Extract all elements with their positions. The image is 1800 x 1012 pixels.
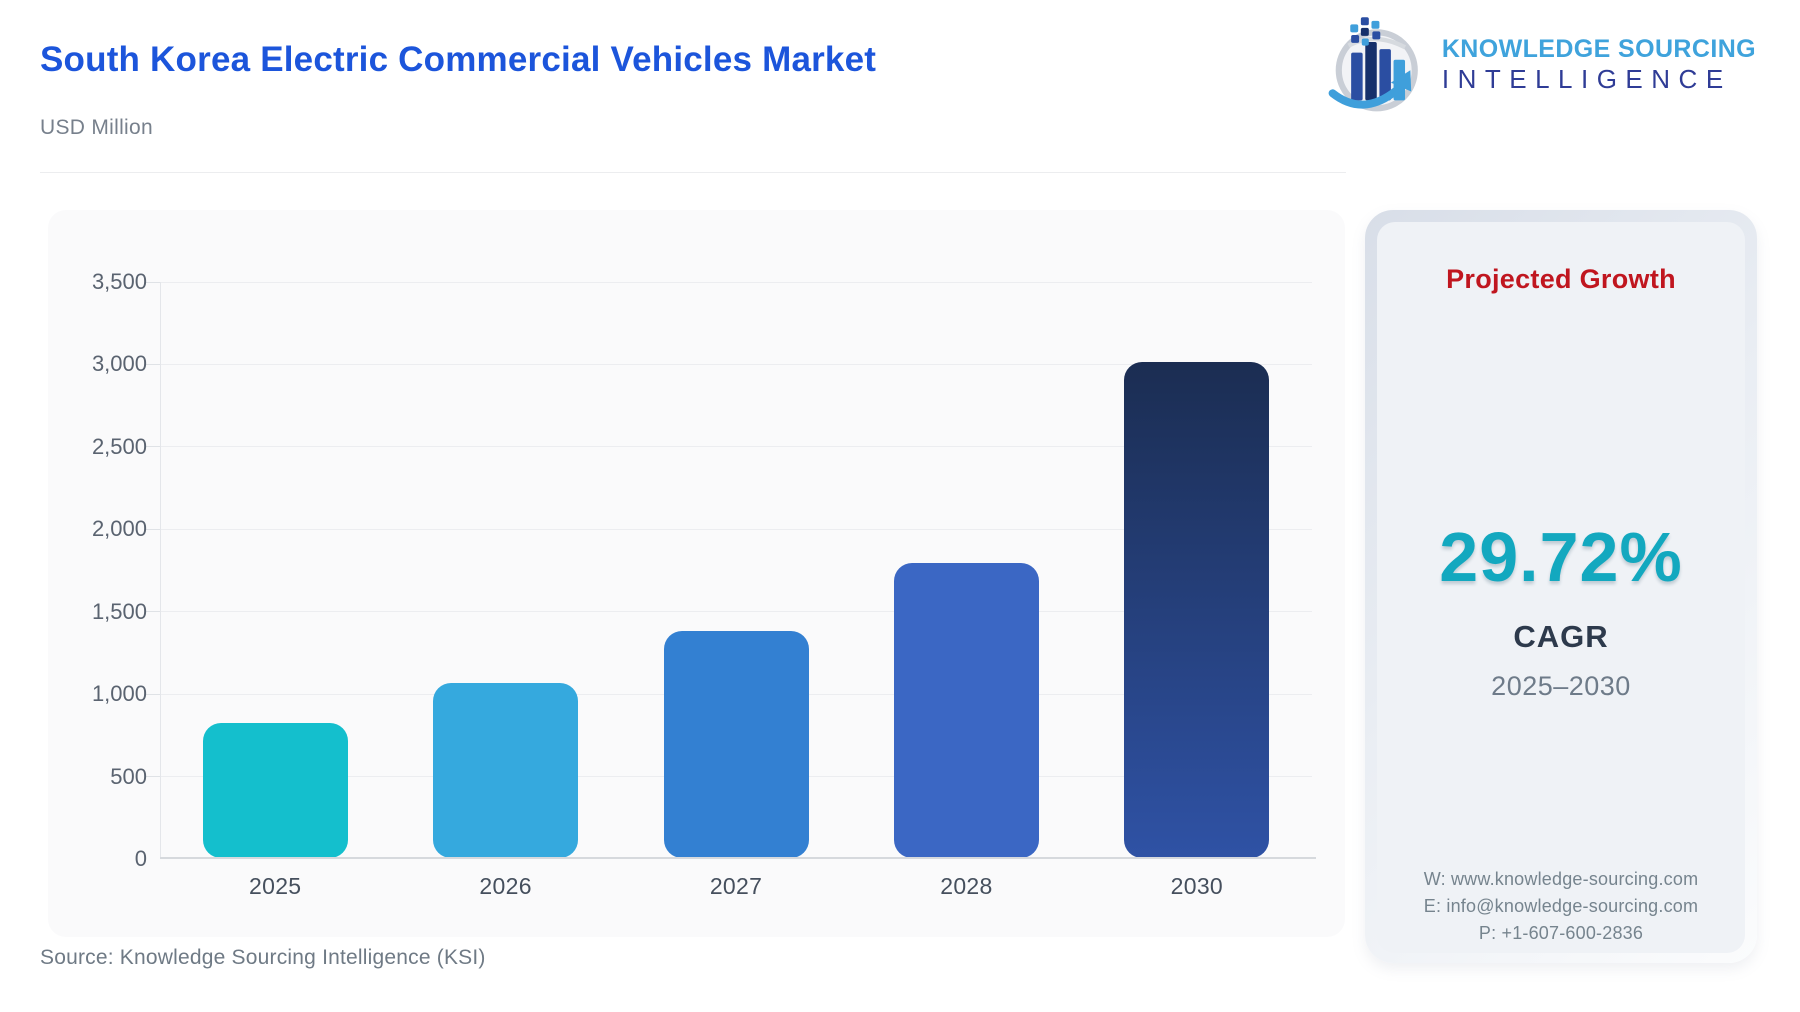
y-tick-label: 3,500 <box>91 269 147 294</box>
bar-slot <box>1082 282 1312 858</box>
bar-2030 <box>1124 362 1270 858</box>
bar-2025 <box>202 723 348 858</box>
x-tick-label-2026: 2026 <box>479 873 532 899</box>
plot-area: 3,500 3,000 2,500 2,000 1,500 1,000 500 0 <box>92 269 1316 871</box>
gridline <box>161 281 1312 283</box>
y-tick-label: 1,000 <box>91 681 147 707</box>
logo-line-intelligence: INTELLIGENCE <box>1441 64 1732 95</box>
y-axis-tick <box>146 528 160 530</box>
projected-growth-heading: Projected Growth <box>1446 264 1676 294</box>
gridline <box>161 363 1312 365</box>
gridline <box>161 528 1312 530</box>
x-tick-label-2028: 2028 <box>940 873 993 899</box>
source-note: Source: Knowledge Sourcing Intelligence … <box>40 946 486 969</box>
y-tick-label: 2,000 <box>91 516 147 542</box>
contact-phone: P: +1-607-600-2836 <box>1478 923 1644 943</box>
y-tick-label: 2,500 <box>91 433 147 459</box>
bar-slot <box>160 282 390 858</box>
chart-card: 3,500 3,000 2,500 2,000 1,500 1,000 500 0 2025 2… <box>48 210 1345 937</box>
header-divider <box>40 172 1346 173</box>
y-axis-tick <box>146 446 160 448</box>
x-tick-label-2030: 2030 <box>1170 873 1224 899</box>
x-tick-label-2027: 2027 <box>709 873 763 899</box>
logo-line-knowledge-sourcing: KNOWLEDGE SOURCING <box>1441 35 1756 64</box>
bar-2028 <box>893 563 1039 858</box>
bars-row <box>160 282 1312 858</box>
y-tick-label: 0 <box>134 846 147 871</box>
ksi-logo: KNOWLEDGE SOURCING INTELLIGENCE <box>1322 12 1756 118</box>
x-axis-line <box>160 857 1316 859</box>
bar-slot <box>621 282 851 858</box>
x-axis-labels: 2025 2026 2027 2028 2030 <box>160 873 1312 900</box>
y-tick-label: 3,000 <box>91 351 147 377</box>
y-tick-label: 1,500 <box>91 598 147 624</box>
gridline <box>161 611 1312 613</box>
page-title: South Korea Electric Commercial Vehicles… <box>40 40 877 79</box>
cagr-label: CAGR <box>1513 619 1609 654</box>
bar-slot <box>390 282 620 858</box>
bar-2026 <box>433 682 579 858</box>
bar-2027 <box>663 630 809 858</box>
bar-slot <box>851 282 1081 858</box>
cagr-value: 29.72% <box>1439 518 1683 596</box>
y-axis-line <box>160 282 161 859</box>
y-axis-tick <box>146 693 160 695</box>
y-axis-tick <box>146 776 160 778</box>
projected-growth-panel-surface <box>1377 222 1745 953</box>
y-axis-tick <box>146 281 160 283</box>
chart-unit-label: USD Million <box>40 116 153 139</box>
contact-website: W: www.knowledge-sourcing.com <box>1423 869 1699 889</box>
contact-email: E: info@knowledge-sourcing.com <box>1423 896 1699 916</box>
ksi-logo-icon <box>1328 17 1418 112</box>
y-axis-tick <box>146 611 160 613</box>
gridline <box>161 446 1312 448</box>
y-tick-label: 500 <box>110 763 147 789</box>
projected-growth-content: Projected Growth 29.72% CAGR 2025–2030 W… <box>1377 222 1745 953</box>
cagr-period: 2025–2030 <box>1491 671 1631 701</box>
x-tick-label-2025: 2025 <box>249 873 302 899</box>
y-axis-tick <box>146 363 160 365</box>
projected-growth-panel: Projected Growth 29.72% CAGR 2025–2030 W… <box>1365 210 1757 963</box>
ksi-logo-text: KNOWLEDGE SOURCING INTELLIGENCE <box>1442 35 1756 94</box>
contact-block: W: www.knowledge-sourcing.com E: info@kn… <box>1424 866 1699 947</box>
